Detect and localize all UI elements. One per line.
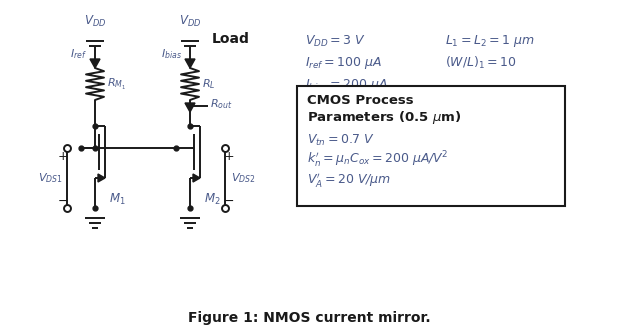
- Polygon shape: [185, 59, 195, 68]
- Text: $(W/L)_1 = 10$: $(W/L)_1 = 10$: [445, 55, 517, 71]
- Polygon shape: [185, 103, 195, 112]
- Text: $k_n' = \mu_n C_{ox} = 200\ \mu$A/V$^2$: $k_n' = \mu_n C_{ox} = 200\ \mu$A/V$^2$: [307, 150, 448, 170]
- Text: +: +: [223, 150, 235, 163]
- Text: $V_{DS1}$: $V_{DS1}$: [38, 171, 63, 185]
- Text: $V_{tn} = 0.7$ V: $V_{tn} = 0.7$ V: [307, 132, 374, 148]
- Bar: [297, 86, 565, 206]
- Text: $R_{M_1}$: $R_{M_1}$: [107, 77, 126, 91]
- Text: $R_L$: $R_L$: [202, 77, 215, 91]
- Text: Figure 1: NMOS current mirror.: Figure 1: NMOS current mirror.: [188, 311, 430, 325]
- Text: $I_{bias}$: $I_{bias}$: [161, 47, 182, 61]
- Text: $M_1$: $M_1$: [109, 192, 126, 207]
- Text: $V_A' = 20$ V/$\mu$m: $V_A' = 20$ V/$\mu$m: [307, 171, 391, 189]
- Text: $M_2$: $M_2$: [204, 192, 220, 207]
- Text: $L_1 = L_2 = 1\ \mu$m: $L_1 = L_2 = 1\ \mu$m: [445, 33, 535, 49]
- Text: $V_{DD}$: $V_{DD}$: [84, 14, 106, 29]
- Text: CMOS Process: CMOS Process: [307, 93, 413, 107]
- Text: $V_{DD} = 3$ V: $V_{DD} = 3$ V: [305, 34, 366, 48]
- Text: $R_{out}$: $R_{out}$: [210, 97, 233, 111]
- Text: $V_{DS2}$: $V_{DS2}$: [231, 171, 256, 185]
- Text: $I_{ref}$: $I_{ref}$: [70, 47, 87, 61]
- Text: Load: Load: [212, 32, 250, 46]
- Polygon shape: [98, 174, 105, 182]
- Text: $-$: $-$: [223, 194, 235, 207]
- Text: $I_{ref} = 100\ \mu$A: $I_{ref} = 100\ \mu$A: [305, 55, 382, 71]
- Polygon shape: [90, 59, 100, 68]
- Text: $V_{DD}$: $V_{DD}$: [179, 14, 201, 29]
- Text: $-$: $-$: [58, 194, 69, 207]
- Text: Parameters (0.5 $\mu$m): Parameters (0.5 $\mu$m): [307, 110, 462, 126]
- Text: $I_{bias} = 200\ \mu$A: $I_{bias} = 200\ \mu$A: [305, 77, 388, 93]
- Text: +: +: [58, 150, 68, 163]
- Polygon shape: [193, 174, 200, 182]
